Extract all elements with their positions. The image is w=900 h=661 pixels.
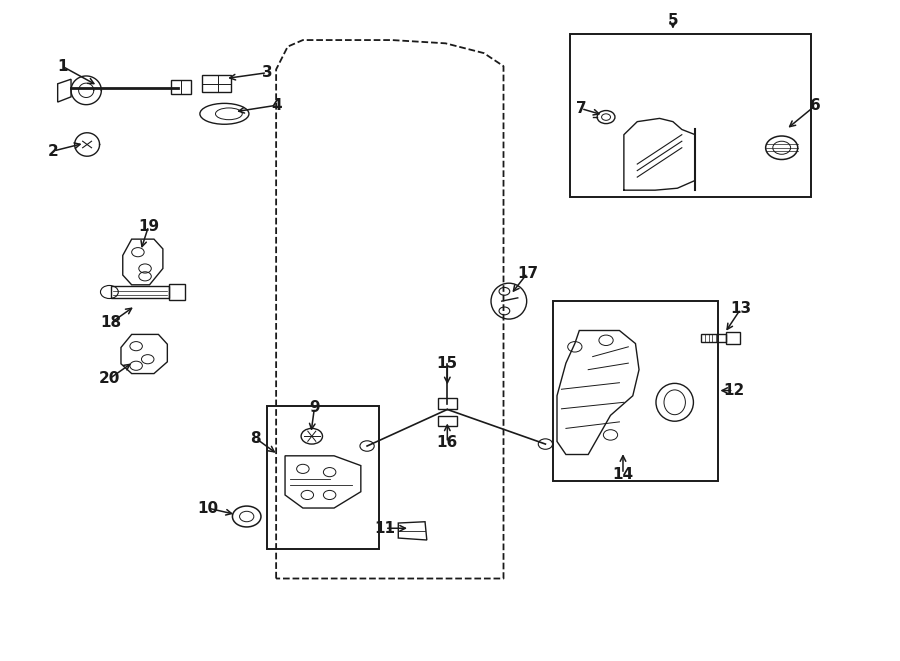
Bar	[267, 406, 379, 549]
Bar	[169, 284, 185, 301]
Text: 5: 5	[668, 13, 679, 28]
Text: 17: 17	[517, 266, 538, 280]
Bar	[202, 75, 230, 93]
Text: 18: 18	[101, 315, 122, 330]
Bar	[571, 34, 811, 197]
Bar	[437, 398, 457, 409]
Text: 16: 16	[436, 435, 458, 450]
Bar	[437, 416, 457, 426]
Text: 10: 10	[197, 500, 218, 516]
Text: 19: 19	[138, 219, 159, 233]
Text: 13: 13	[730, 301, 752, 317]
Bar	[112, 286, 169, 298]
Bar	[553, 301, 717, 481]
Bar	[171, 80, 191, 95]
Text: 20: 20	[99, 371, 120, 386]
Bar	[701, 334, 726, 342]
Text: 7: 7	[576, 101, 587, 116]
Text: 6: 6	[810, 98, 821, 113]
Text: 2: 2	[48, 143, 58, 159]
Text: 11: 11	[374, 521, 395, 536]
Text: 15: 15	[436, 356, 458, 371]
Text: 4: 4	[271, 98, 282, 113]
Bar	[726, 332, 740, 344]
Text: 1: 1	[57, 59, 68, 73]
Text: 3: 3	[262, 65, 273, 80]
Text: 12: 12	[723, 383, 744, 398]
Text: 8: 8	[250, 431, 261, 446]
Text: 14: 14	[612, 467, 634, 482]
Text: 9: 9	[310, 400, 320, 415]
